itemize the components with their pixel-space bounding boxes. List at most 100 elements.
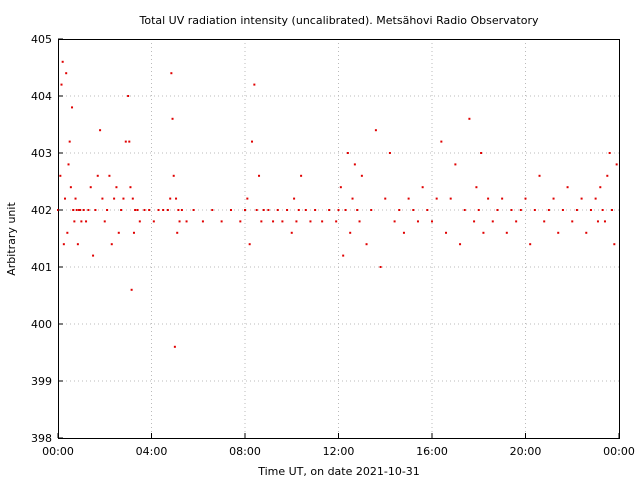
data-point (75, 209, 78, 211)
data-point (297, 209, 300, 211)
data-point (459, 243, 462, 246)
data-point (272, 220, 275, 223)
y-tick-label: 399 (31, 375, 52, 388)
data-point (585, 231, 588, 234)
data-point (122, 197, 125, 200)
data-point (258, 174, 261, 177)
data-point (388, 152, 391, 154)
data-point (136, 209, 139, 211)
x-axis-ticks: 00:00 04:00 08:00 12:00 16:00 20:00 00:00 (42, 433, 635, 458)
y-tick-label: 403 (31, 147, 52, 160)
data-point (157, 209, 160, 211)
grid-lines (58, 39, 619, 438)
data-point (606, 174, 609, 177)
data-point (351, 197, 354, 200)
y-tick-label: 404 (31, 90, 52, 103)
data-point (599, 186, 602, 189)
data-point (176, 231, 179, 234)
data-point (346, 152, 349, 154)
data-point (113, 197, 116, 200)
data-point (365, 243, 368, 246)
data-point (575, 209, 578, 211)
data-point (61, 60, 64, 63)
y-axis-ticks: 398 399 400 401 402 403 404 405 (31, 33, 63, 445)
data-point (613, 243, 616, 246)
data-point (580, 197, 583, 200)
data-point (281, 220, 284, 223)
data-point (384, 197, 387, 200)
chart-title: Total UV radiation intensity (uncalibrat… (139, 14, 539, 27)
data-point (80, 220, 83, 223)
data-point (487, 197, 490, 200)
data-point (596, 220, 599, 223)
x-tick-label: 08:00 (229, 445, 261, 458)
data-point (262, 209, 265, 211)
data-point (129, 186, 132, 189)
data-point (103, 220, 106, 223)
x-tick-label: 16:00 (416, 445, 448, 458)
y-axis-label: Arbitrary unit (5, 202, 18, 276)
data-point (248, 243, 251, 246)
data-point (601, 209, 604, 211)
data-point (552, 197, 555, 200)
data-point (300, 174, 303, 177)
data-point (426, 209, 429, 211)
data-point (314, 209, 317, 211)
x-tick-label: 12:00 (323, 445, 355, 458)
data-point (398, 209, 401, 211)
data-point (94, 209, 97, 211)
data-point (110, 243, 113, 246)
data-point (321, 220, 324, 223)
data-point (178, 220, 181, 223)
data-point (148, 209, 151, 211)
data-point (260, 220, 263, 223)
data-point (276, 209, 279, 211)
data-point (342, 254, 345, 257)
data-point (491, 220, 494, 223)
data-point (171, 117, 174, 120)
y-tick-label: 401 (31, 261, 52, 274)
data-point (134, 209, 137, 211)
data-point (192, 209, 195, 211)
data-point (566, 186, 569, 189)
data-point (201, 220, 204, 223)
data-point (62, 243, 65, 246)
data-point (547, 209, 550, 211)
data-point (173, 345, 176, 348)
data-point (69, 186, 72, 189)
data-point (89, 186, 92, 189)
data-point (293, 197, 296, 200)
data-point (571, 220, 574, 223)
data-point (510, 209, 513, 211)
data-point (454, 163, 457, 166)
data-point (64, 197, 67, 200)
data-point (101, 197, 104, 200)
data-point (358, 220, 361, 223)
data-point (538, 174, 541, 177)
data-point (255, 209, 258, 211)
data-point (85, 220, 88, 223)
data-point (253, 83, 256, 86)
data-point (463, 209, 466, 211)
data-point (99, 129, 102, 132)
data-point (138, 220, 141, 223)
data-point (132, 231, 135, 234)
data-point (239, 220, 242, 223)
data-point (108, 174, 111, 177)
data-point (304, 209, 307, 211)
data-point (128, 140, 131, 143)
data-point (449, 197, 452, 200)
data-point (180, 209, 183, 211)
y-tick-label: 398 (31, 432, 52, 445)
data-point (309, 220, 312, 223)
data-point (374, 129, 377, 132)
data-point (92, 254, 95, 257)
data-point (468, 117, 471, 120)
data-point (610, 209, 613, 211)
data-point (561, 209, 564, 211)
data-point (416, 220, 419, 223)
data-point (402, 231, 405, 234)
data-point (74, 197, 77, 200)
data-point (440, 140, 443, 143)
data-point (185, 220, 188, 223)
